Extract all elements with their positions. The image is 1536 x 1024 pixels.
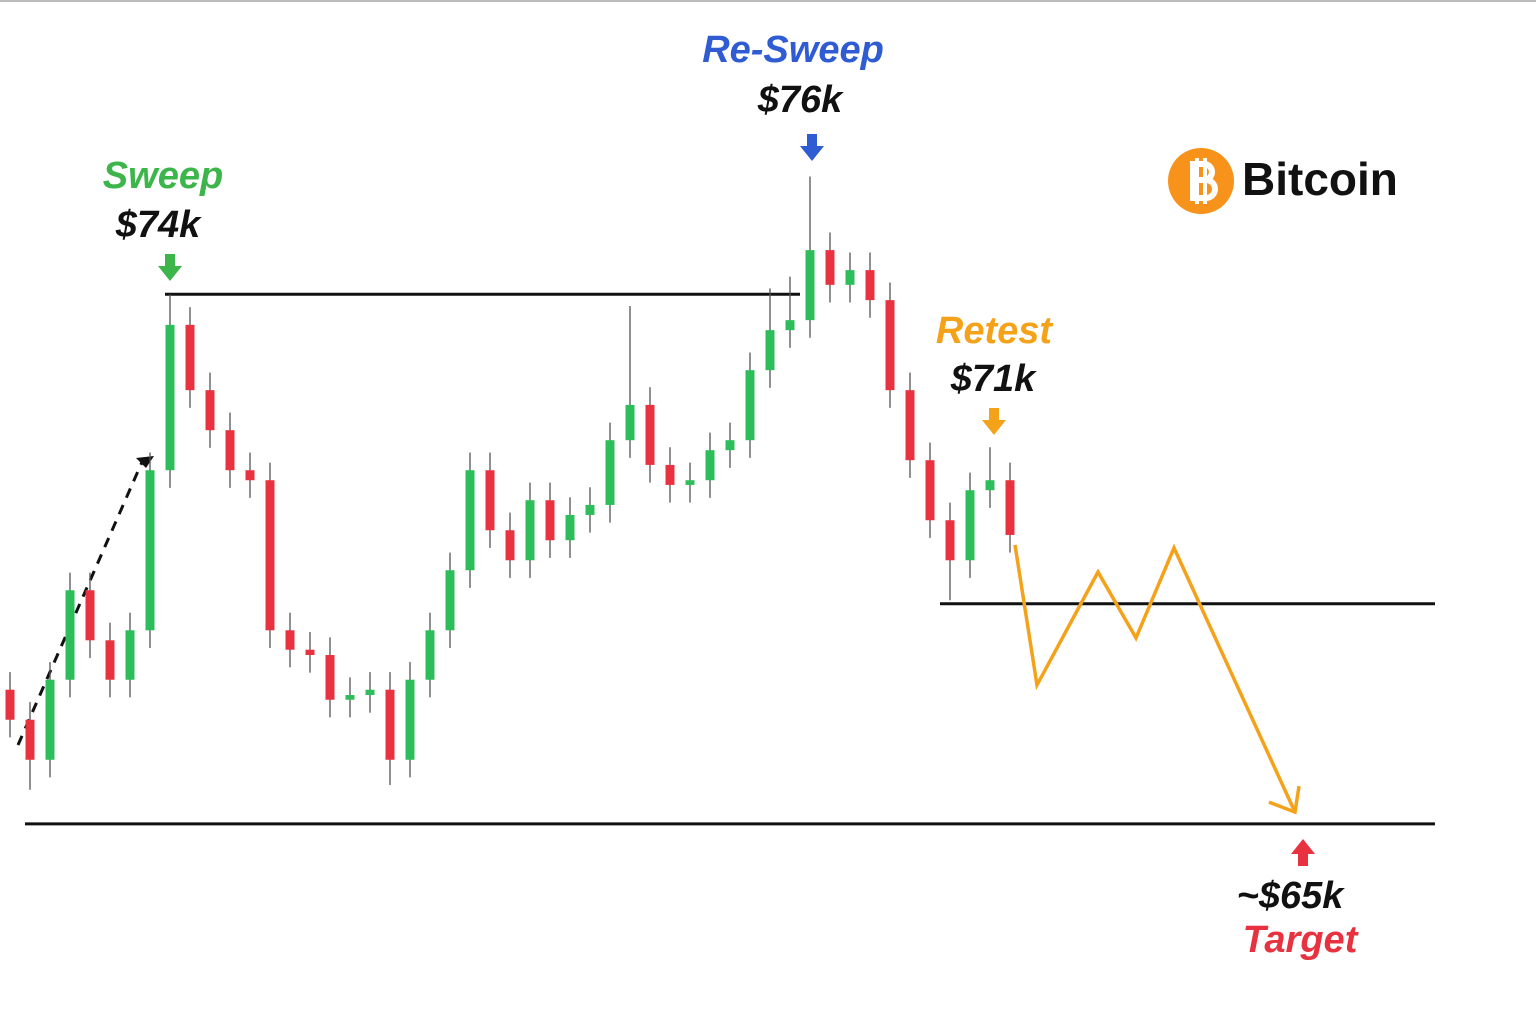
candle-body <box>85 590 95 641</box>
candle-body <box>365 689 375 696</box>
bitcoin-logo <box>1168 148 1234 214</box>
candle-body <box>585 504 595 515</box>
candle-body <box>705 450 715 481</box>
candle-body <box>205 390 215 431</box>
candle-body <box>105 640 115 680</box>
annotation-arrow <box>1291 839 1315 866</box>
candle-body <box>985 480 995 491</box>
annotation-label: Target <box>1243 919 1359 961</box>
candle-body <box>405 679 415 760</box>
candle-body <box>625 404 635 441</box>
candle-body <box>525 500 535 561</box>
candle-body <box>545 500 555 541</box>
candle-body <box>25 719 35 760</box>
candle-body <box>45 679 55 760</box>
candle-body <box>185 324 195 391</box>
candle-body <box>565 514 575 541</box>
candle-body <box>825 250 835 285</box>
candle-body <box>385 689 395 760</box>
candle-body <box>845 270 855 285</box>
candle-body <box>865 270 875 301</box>
candle-body <box>885 300 895 391</box>
candle-body <box>945 520 955 561</box>
candle-body <box>605 440 615 505</box>
candle-body <box>805 250 815 321</box>
candle-body <box>785 320 795 331</box>
annotation-price: ~$65k <box>1237 875 1346 917</box>
candle-body <box>325 655 335 700</box>
candle-body <box>725 440 735 451</box>
candle-body <box>225 430 235 471</box>
candle-body <box>925 460 935 521</box>
annotation-label: Re-Sweep <box>702 29 884 71</box>
projection-arrowhead <box>1268 785 1301 815</box>
candle-body <box>125 630 135 680</box>
candle-body <box>745 370 755 441</box>
candle-body <box>685 480 695 485</box>
candle-body <box>265 480 275 631</box>
candle-body <box>765 330 775 371</box>
annotation-price: $76k <box>757 79 844 121</box>
candle-body <box>65 590 75 680</box>
chart-title: Bitcoin <box>1242 153 1398 205</box>
annotation-arrow <box>158 254 182 281</box>
annotation-label: Sweep <box>103 155 223 197</box>
candle-body <box>905 390 915 461</box>
candle-body <box>145 470 155 631</box>
candle-body <box>245 470 255 481</box>
annotation-price: $71k <box>950 358 1037 400</box>
projection-line <box>1013 543 1297 813</box>
annotation-label: Retest <box>936 310 1053 352</box>
candle-body <box>285 630 295 650</box>
candle-body <box>165 324 175 471</box>
candle-body <box>965 490 975 561</box>
annotation-price: $74k <box>115 204 202 246</box>
candle-body <box>645 404 655 465</box>
annotation-arrow <box>982 408 1006 435</box>
candle-body <box>1005 480 1015 535</box>
candle-body <box>425 630 435 680</box>
candle-body <box>5 689 15 720</box>
candle-body <box>505 530 515 561</box>
annotation-arrow <box>800 134 824 161</box>
candle-body <box>485 470 495 531</box>
candle-body <box>665 464 675 485</box>
candle-body <box>465 470 475 571</box>
candle-body <box>345 695 355 700</box>
candle-body <box>305 649 315 656</box>
candle-body <box>445 570 455 631</box>
